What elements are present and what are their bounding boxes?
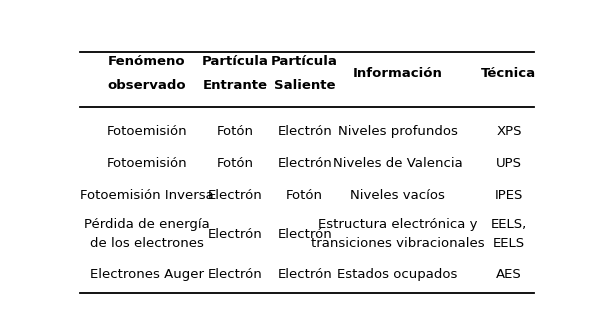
Text: EELS,: EELS, <box>491 218 527 231</box>
Text: de los electrones: de los electrones <box>90 237 204 250</box>
Text: EELS: EELS <box>493 237 525 250</box>
Text: Electrones Auger: Electrones Auger <box>90 268 204 281</box>
Text: observado: observado <box>107 78 186 92</box>
Text: Partícula: Partícula <box>202 55 268 68</box>
Text: Entrante: Entrante <box>202 78 268 92</box>
Text: Fotón: Fotón <box>286 189 323 202</box>
Text: Niveles de Valencia: Niveles de Valencia <box>332 157 462 170</box>
Text: Electrón: Electrón <box>277 157 332 170</box>
Text: Técnica: Técnica <box>482 67 537 80</box>
Text: Pérdida de energía: Pérdida de energía <box>84 218 210 231</box>
Text: UPS: UPS <box>496 157 522 170</box>
Text: Electrón: Electrón <box>208 189 262 202</box>
Text: XPS: XPS <box>496 125 522 138</box>
Text: Saliente: Saliente <box>274 78 335 92</box>
Text: Electrón: Electrón <box>277 125 332 138</box>
Text: Estructura electrónica y: Estructura electrónica y <box>317 218 477 231</box>
Text: IPES: IPES <box>495 189 523 202</box>
Text: Información: Información <box>353 67 443 80</box>
Text: Fotón: Fotón <box>216 125 253 138</box>
Text: Fotoemisión: Fotoemisión <box>107 157 187 170</box>
Text: Electrón: Electrón <box>208 268 262 281</box>
Text: Electrón: Electrón <box>277 268 332 281</box>
Text: Partícula: Partícula <box>271 55 338 68</box>
Text: transiciones vibracionales: transiciones vibracionales <box>311 237 485 250</box>
Text: Fotón: Fotón <box>216 157 253 170</box>
Text: Fenómeno: Fenómeno <box>108 55 186 68</box>
Text: AES: AES <box>496 268 522 281</box>
Text: Fotoemisión: Fotoemisión <box>107 125 187 138</box>
Text: Electrón: Electrón <box>277 228 332 241</box>
Text: Fotoemisión Inversa: Fotoemisión Inversa <box>80 189 214 202</box>
Text: Niveles vacíos: Niveles vacíos <box>350 189 445 202</box>
Text: Niveles profundos: Niveles profundos <box>338 125 458 138</box>
Text: Electrón: Electrón <box>208 228 262 241</box>
Text: Estados ocupados: Estados ocupados <box>337 268 458 281</box>
